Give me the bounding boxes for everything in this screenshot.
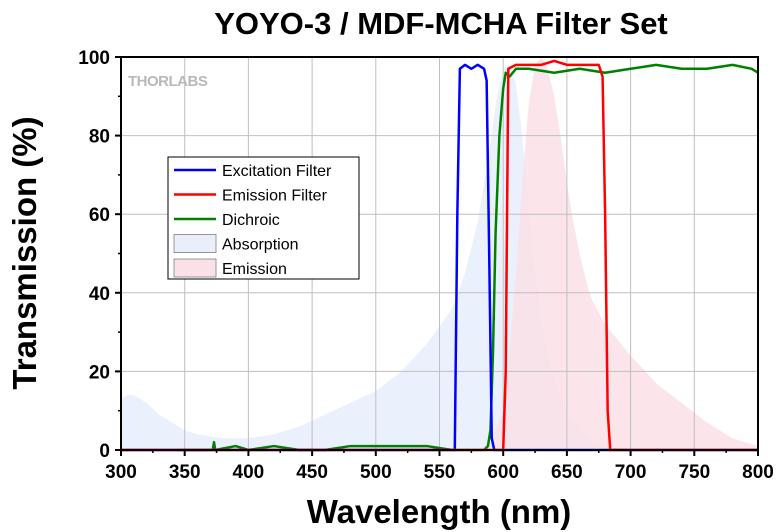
x-tick-label: 500	[360, 462, 392, 483]
x-tick-label: 700	[615, 462, 647, 483]
y-tick-label: 0	[99, 441, 110, 462]
emission-filter-line	[121, 59, 758, 452]
x-tick-label: 600	[487, 462, 519, 483]
x-tick-label: 300	[105, 462, 137, 483]
y-axis-label: Transmission (%)	[6, 116, 43, 389]
y-tick-label: 20	[89, 362, 110, 383]
x-tick-label: 750	[678, 462, 710, 483]
legend-swatch-absorption	[173, 234, 217, 253]
legend-label-emission: Emission	[222, 261, 287, 278]
legend-label-emission-filter: Emission Filter	[222, 188, 328, 205]
y-tick-label: 80	[89, 127, 110, 148]
emission-area	[477, 57, 758, 450]
x-tick-label: 550	[424, 462, 456, 483]
x-tick-label: 800	[742, 462, 774, 483]
x-tick-label: 400	[233, 462, 265, 483]
legend-swatch-emission	[173, 258, 217, 278]
y-tick-label: 40	[89, 284, 110, 305]
excitation-filter-line	[121, 63, 758, 452]
y-tick-label: 60	[89, 205, 110, 226]
legend: Excitation Filter Emission Filter Dichroic…	[167, 156, 360, 280]
x-tick-label: 450	[296, 462, 328, 483]
legend-label-excitation-filter: Excitation Filter	[222, 163, 332, 180]
x-tick-label: 350	[169, 462, 201, 483]
x-tick-label: 650	[551, 462, 583, 483]
y-tick-label: 100	[78, 48, 110, 69]
legend-label-absorption: Absorption	[222, 237, 299, 254]
legend-label-dichroic: Dichroic	[222, 212, 280, 229]
chart-title: YOYO-3 / MDF-MCHA Filter Set	[214, 6, 668, 41]
thorlabs-logo: THORLABS	[128, 73, 208, 90]
y-axis-ticks: 0 20 40 60 80 100	[78, 48, 121, 462]
x-axis-ticks: 300 350 400 450 500 550 600 650 700 750 800	[105, 450, 774, 483]
x-axis-label: Wavelength (nm)	[307, 493, 572, 530]
